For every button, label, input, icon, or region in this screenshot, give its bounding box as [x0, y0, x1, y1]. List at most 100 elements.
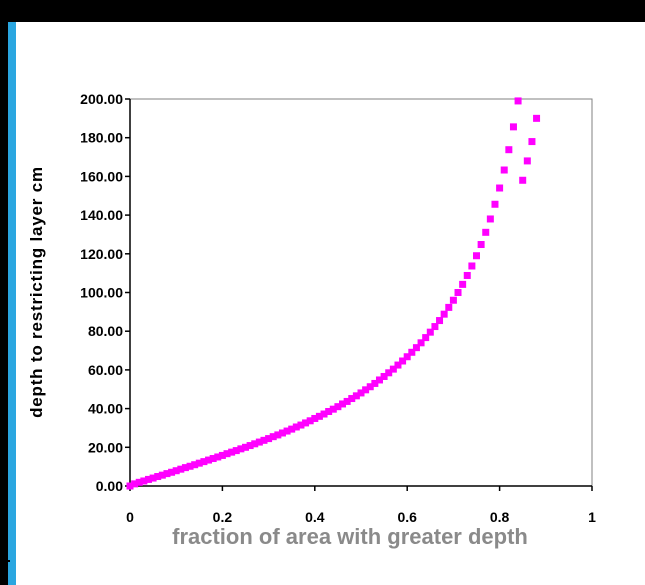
data-point	[436, 317, 444, 325]
data-point	[371, 379, 379, 387]
y-axis-label: depth to restricting layer cm	[27, 166, 46, 418]
data-points	[126, 97, 541, 490]
data-point	[357, 389, 365, 397]
data-point	[500, 166, 508, 174]
x-axis-ticks: 0 0.2 0.4 0.6 0.8 1	[126, 486, 596, 525]
x-axis-label: fraction of area with greater depth	[172, 524, 528, 549]
data-point	[329, 405, 337, 413]
data-point	[251, 440, 259, 448]
data-point	[445, 303, 453, 311]
data-point	[246, 442, 254, 450]
data-point	[306, 417, 314, 425]
y-tick-label: 40.00	[88, 401, 123, 417]
data-point	[468, 262, 476, 270]
data-point	[218, 451, 226, 459]
data-point	[269, 433, 277, 441]
data-point	[237, 445, 245, 453]
y-axis-ticks: 0.00 20.00 40.00 60.00 80.00 100.00 120.00 140.…	[80, 91, 130, 494]
slide-background	[16, 22, 645, 585]
data-point	[491, 200, 499, 208]
data-point	[200, 458, 208, 466]
data-point	[168, 468, 176, 476]
plot-area-frame	[129, 98, 593, 487]
data-point	[477, 241, 485, 249]
data-point	[528, 138, 536, 146]
data-point	[154, 473, 162, 481]
x-tick-label: 0.4	[305, 509, 325, 525]
data-point	[214, 453, 222, 461]
slide-left-accent-bar	[8, 22, 16, 585]
data-point	[449, 296, 457, 304]
y-tick-label: 140.00	[80, 207, 123, 223]
data-point	[389, 365, 397, 373]
data-point	[325, 408, 333, 416]
slide-bottom-panel	[272, 555, 454, 585]
data-point	[149, 474, 157, 482]
y-tick-label: 20.00	[88, 439, 123, 455]
data-point	[426, 328, 434, 336]
data-point	[473, 252, 480, 260]
data-point	[144, 475, 152, 483]
data-point	[519, 176, 527, 184]
data-point	[380, 372, 388, 380]
data-point	[459, 280, 467, 288]
data-point	[399, 357, 407, 365]
data-point	[140, 477, 148, 485]
data-point	[403, 353, 411, 361]
x-tick-label: 1	[588, 509, 596, 525]
data-point	[232, 447, 240, 455]
x-tick-label: 0	[126, 509, 134, 525]
y-tick-label: 120.00	[80, 246, 123, 262]
data-point	[394, 361, 402, 369]
data-point	[126, 482, 134, 490]
data-point	[172, 467, 180, 475]
data-point	[177, 465, 185, 473]
data-point	[260, 436, 268, 444]
data-point	[228, 448, 236, 456]
data-point	[339, 400, 347, 408]
y-tick-label: 80.00	[88, 323, 123, 339]
data-point	[255, 438, 263, 446]
slide-left-tick-mark	[2, 560, 10, 562]
data-point	[131, 480, 139, 488]
data-point	[274, 431, 282, 439]
data-point	[496, 184, 504, 192]
data-point	[463, 271, 471, 279]
data-point	[315, 412, 323, 420]
data-point	[523, 157, 531, 165]
data-point	[417, 339, 425, 347]
y-tick-label: 160.00	[80, 168, 123, 184]
data-point	[440, 310, 448, 318]
chart-axes	[129, 98, 593, 487]
y-tick-label: 180.00	[80, 130, 123, 146]
data-point	[265, 435, 273, 443]
data-point	[385, 369, 393, 377]
x-tick-label: 0.2	[213, 509, 233, 525]
data-point	[482, 228, 490, 236]
y-tick-label: 0.00	[96, 478, 123, 494]
data-point	[422, 334, 430, 342]
data-point	[408, 348, 416, 356]
data-point	[348, 395, 356, 403]
data-point	[158, 471, 166, 479]
data-point	[352, 392, 360, 400]
data-point	[454, 289, 462, 296]
data-point	[288, 425, 296, 433]
data-point	[181, 464, 189, 472]
data-point	[343, 397, 351, 405]
data-point	[242, 443, 249, 451]
data-point	[191, 461, 199, 469]
data-point	[486, 215, 494, 223]
data-point	[320, 410, 328, 418]
data-point	[375, 376, 383, 384]
data-point	[205, 456, 213, 464]
data-point	[163, 470, 171, 478]
data-point	[302, 419, 310, 427]
y-tick-label: 100.00	[80, 285, 123, 301]
data-point	[412, 344, 420, 352]
data-point	[311, 414, 319, 422]
data-point	[505, 146, 513, 154]
data-point	[297, 421, 305, 429]
data-point	[195, 459, 203, 467]
